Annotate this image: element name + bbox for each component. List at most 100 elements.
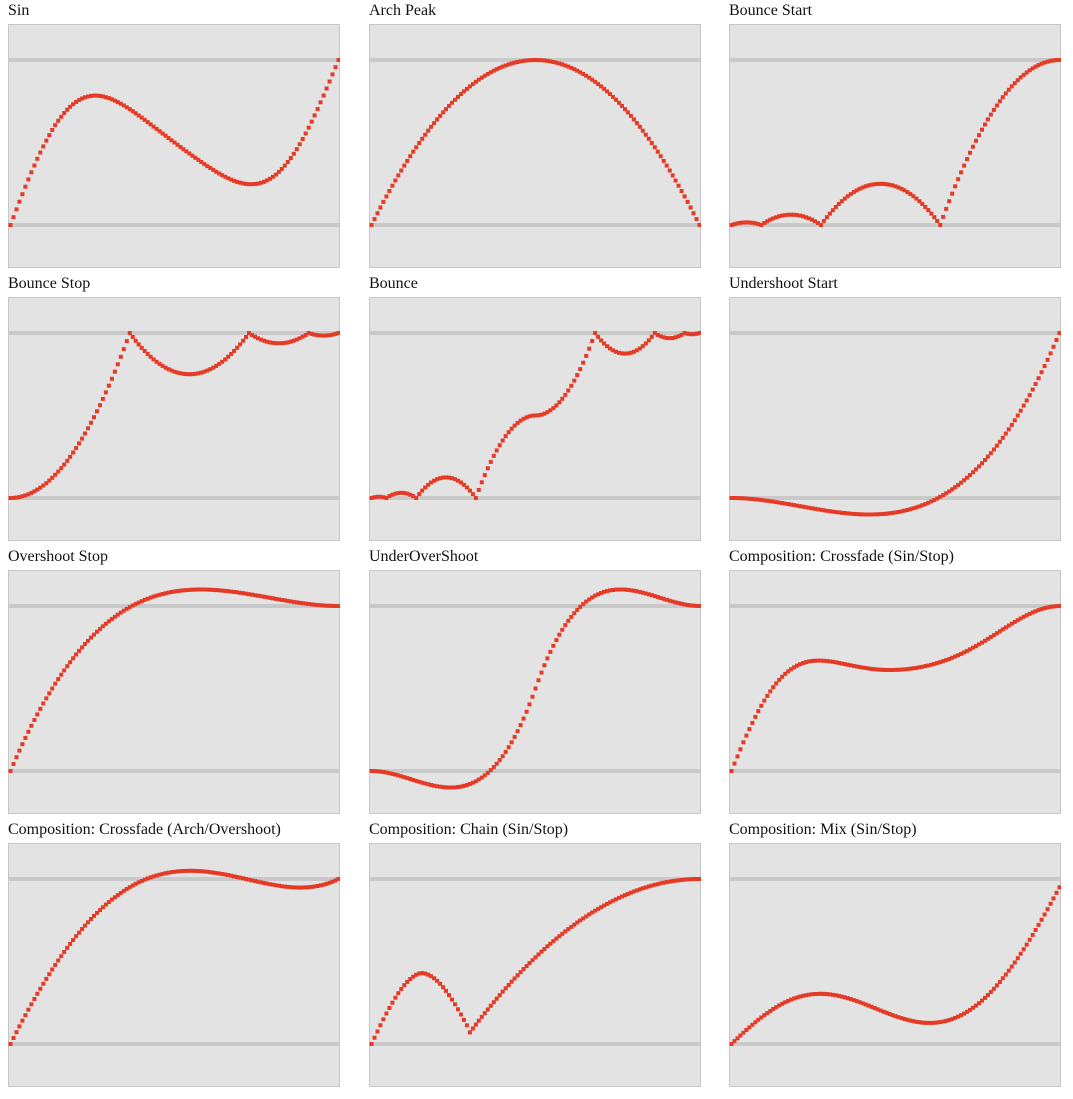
curve-point — [774, 1005, 779, 1010]
curve-point — [518, 59, 523, 64]
curve-point — [747, 220, 752, 225]
curve-point — [211, 365, 216, 370]
curve-point — [372, 769, 377, 774]
curve-point — [836, 993, 841, 998]
curve-point — [926, 1020, 931, 1025]
curve-point — [309, 119, 314, 124]
curve-point — [276, 169, 281, 174]
curve-point — [256, 336, 260, 341]
curve-point — [217, 171, 222, 176]
curve-point — [548, 649, 553, 654]
curve-point — [673, 878, 678, 883]
curve-point — [423, 485, 428, 490]
curve-point — [777, 214, 782, 219]
curve-point — [479, 480, 484, 485]
curve-point — [649, 883, 654, 888]
curve-point — [851, 511, 856, 516]
chart-title: Overshoot Stop — [8, 548, 108, 565]
curve-point — [17, 495, 22, 500]
curve-point — [1057, 885, 1061, 890]
curve-point — [17, 748, 22, 753]
curve-point — [929, 662, 934, 667]
chart-title: Bounce Start — [729, 2, 813, 19]
curve-point — [971, 645, 975, 650]
curve-point — [738, 747, 743, 752]
curve-point — [557, 632, 562, 637]
curve-point — [640, 886, 645, 891]
curve-point — [220, 588, 225, 593]
curve-point — [411, 778, 416, 782]
curve-point — [65, 107, 70, 112]
curve-point — [605, 589, 610, 594]
curve-point — [1021, 614, 1026, 619]
curve-point — [411, 494, 416, 499]
curve-point — [977, 642, 981, 647]
curve-point — [470, 82, 475, 87]
curve-point — [157, 872, 162, 877]
curve-point — [578, 70, 583, 75]
curve-point — [563, 623, 568, 628]
curve-point — [676, 183, 681, 188]
curve-point — [259, 180, 263, 185]
curve-point — [824, 508, 829, 513]
guide-line-bottom — [370, 769, 700, 773]
curve-point — [884, 668, 889, 672]
curve-point — [112, 895, 117, 900]
curve-point — [223, 174, 228, 179]
curve-point — [426, 128, 431, 133]
chart-title: Composition: Crossfade (Arch/Overshoot) — [8, 821, 281, 838]
curve-point — [38, 706, 43, 711]
curve-point — [220, 872, 225, 876]
curve-point — [205, 869, 210, 874]
curve-point — [372, 495, 377, 500]
plot-area — [729, 297, 1061, 541]
curve-point — [771, 499, 776, 504]
curve-point — [830, 992, 835, 997]
curve-point — [991, 107, 996, 112]
curve-point — [575, 373, 580, 378]
guide-line-top — [730, 877, 1060, 881]
curve-point — [539, 670, 544, 675]
curve-point — [652, 145, 657, 150]
curve-point — [256, 879, 260, 884]
curve-point — [95, 629, 99, 634]
curve-point — [977, 133, 981, 138]
curve-point — [473, 1022, 478, 1027]
curve-point — [330, 879, 335, 884]
curve-point — [74, 652, 79, 657]
curve-point — [402, 491, 407, 495]
curve-point — [103, 95, 108, 100]
curve-point — [1018, 408, 1023, 413]
curve-point — [273, 596, 278, 601]
curve-point — [297, 142, 302, 147]
curve-point — [405, 158, 410, 163]
curve-point — [744, 496, 749, 501]
curve-point — [623, 587, 627, 592]
curve-point — [902, 667, 907, 672]
curve-point — [384, 1011, 389, 1016]
curve-point — [899, 667, 904, 672]
curve-point — [661, 596, 666, 601]
curve-point — [536, 413, 541, 418]
curve-point — [387, 494, 392, 499]
curve-point — [438, 981, 443, 986]
curve-point — [521, 716, 526, 721]
curve-point — [938, 223, 943, 227]
curve-point — [923, 1020, 928, 1025]
curve-point — [854, 664, 859, 669]
curve-point — [983, 995, 987, 1000]
curve-point — [557, 934, 562, 939]
curve-point — [816, 658, 820, 663]
curve-point — [14, 1030, 19, 1035]
curve-point — [643, 341, 648, 346]
curve-point — [932, 215, 937, 220]
curve-point — [667, 598, 672, 603]
curve-point — [417, 492, 422, 497]
curve-point — [473, 779, 478, 784]
curve-point — [988, 112, 993, 117]
curve-point — [566, 618, 571, 623]
curve-point — [741, 1030, 746, 1035]
curve-point — [774, 215, 779, 220]
curve-point — [536, 58, 541, 63]
curve-point — [417, 971, 422, 976]
